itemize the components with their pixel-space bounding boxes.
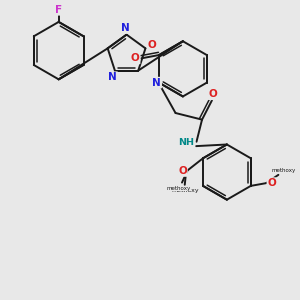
Text: O: O	[131, 53, 140, 63]
Text: methoxy: methoxy	[167, 186, 191, 191]
Text: O: O	[148, 40, 157, 50]
Text: methoxy: methoxy	[171, 188, 199, 193]
Text: N: N	[121, 23, 130, 33]
Text: N: N	[108, 72, 117, 82]
Text: N: N	[152, 78, 161, 88]
Text: O: O	[267, 178, 276, 188]
Text: O: O	[178, 166, 187, 176]
Text: NH: NH	[178, 138, 195, 147]
Text: O: O	[209, 89, 218, 99]
Text: methoxy: methoxy	[272, 168, 296, 172]
Text: F: F	[55, 5, 62, 15]
